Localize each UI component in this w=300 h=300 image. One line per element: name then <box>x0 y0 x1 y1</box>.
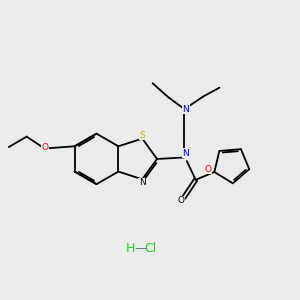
Text: N: N <box>182 148 189 158</box>
Text: N: N <box>182 104 189 113</box>
Text: S: S <box>140 130 145 140</box>
Text: O: O <box>178 196 185 205</box>
Text: —: — <box>135 242 147 255</box>
Text: H: H <box>126 242 135 255</box>
Text: O: O <box>42 143 49 152</box>
Text: O: O <box>205 164 212 173</box>
Text: N: N <box>139 178 146 188</box>
Text: Cl: Cl <box>144 242 156 255</box>
